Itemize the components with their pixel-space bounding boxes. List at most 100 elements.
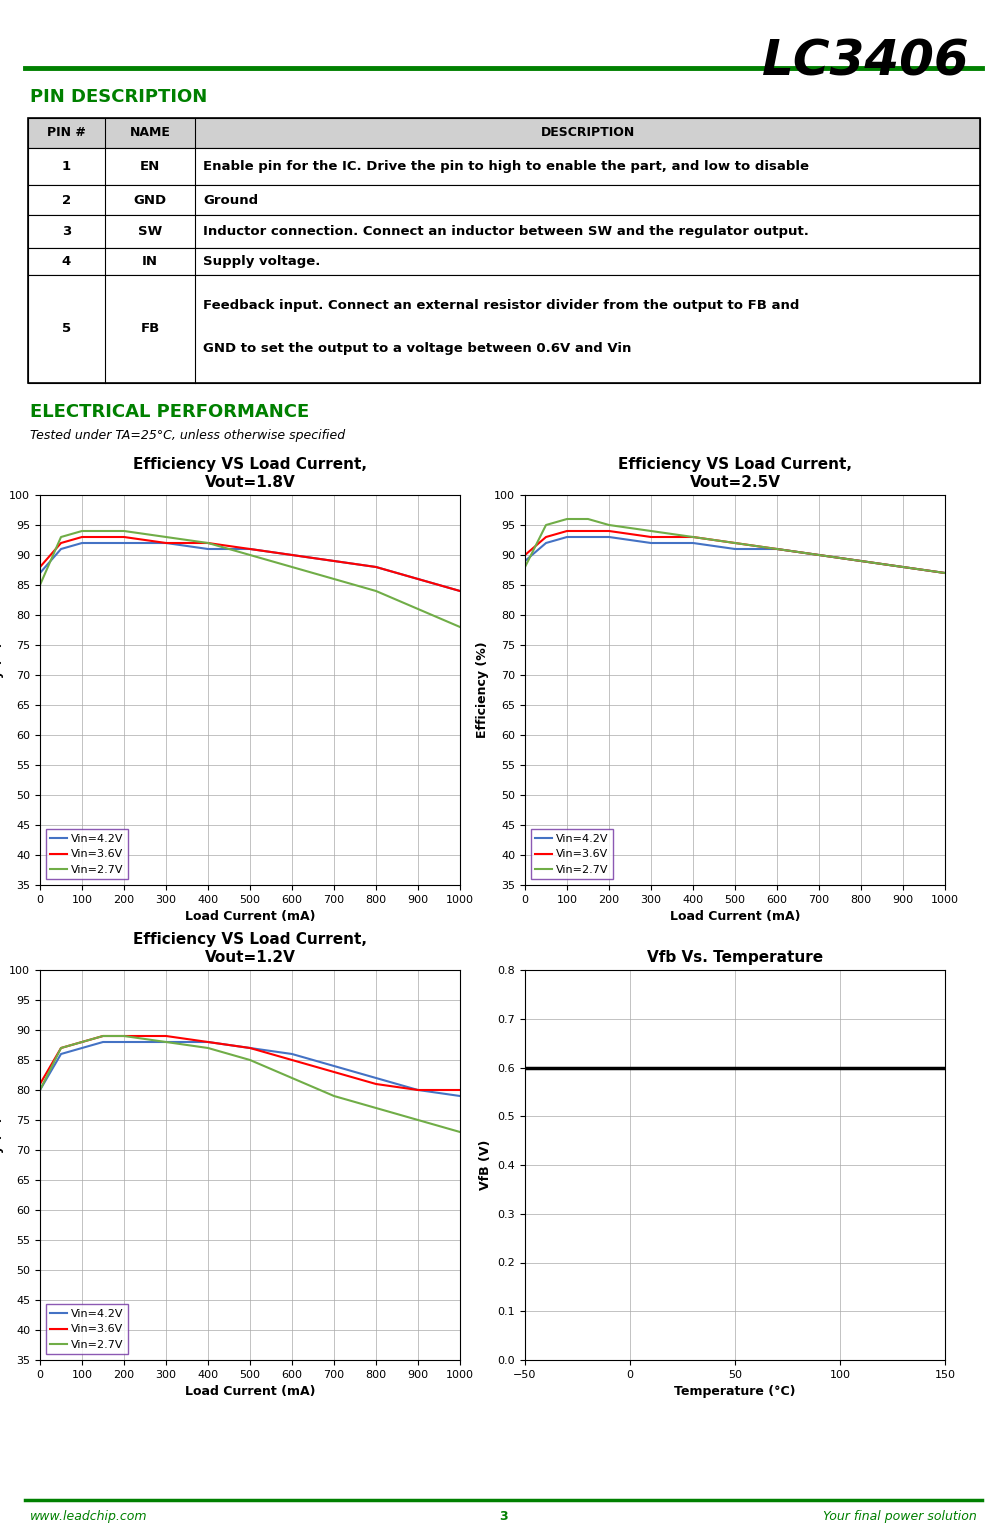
Line: Vin=4.2V: Vin=4.2V	[40, 1041, 460, 1097]
Vin=2.7V	[603, 516, 615, 535]
Vin=3.6V	[644, 528, 657, 547]
Vin=3.6V	[813, 545, 825, 564]
Vin=4.2V	[813, 545, 825, 564]
Text: NAME: NAME	[130, 126, 170, 140]
Vin=4.2V	[561, 528, 573, 547]
Vin=3.6V	[244, 539, 256, 558]
Text: DESCRIPTION: DESCRIPTION	[541, 126, 634, 140]
Vin=4.2V	[118, 1032, 130, 1051]
Vin=3.6V	[76, 528, 88, 547]
Legend: Vin=4.2V, Vin=3.6V, Vin=2.7V: Vin=4.2V, Vin=3.6V, Vin=2.7V	[45, 829, 128, 880]
Vin=3.6V	[202, 535, 214, 553]
Vin=3.6V	[97, 528, 109, 547]
Line: Vin=2.7V: Vin=2.7V	[40, 531, 460, 627]
Vin=3.6V	[370, 558, 382, 576]
Text: PIN #: PIN #	[47, 126, 86, 140]
Vin=4.2V	[454, 1087, 466, 1106]
Text: IN: IN	[142, 255, 158, 267]
Vin=4.2V	[687, 535, 699, 553]
Text: 1: 1	[62, 160, 71, 174]
Vin=3.6V	[687, 528, 699, 547]
Vin=2.7V	[370, 1098, 382, 1117]
Vin=2.7V	[729, 535, 741, 553]
Bar	[28, 118, 980, 147]
Vin=4.2V	[34, 1081, 46, 1100]
Text: 3: 3	[498, 1510, 508, 1524]
Vin=3.6V	[454, 1081, 466, 1100]
Vin=3.6V	[540, 528, 552, 547]
Legend: Vin=4.2V, Vin=3.6V, Vin=2.7V: Vin=4.2V, Vin=3.6V, Vin=2.7V	[531, 829, 613, 880]
Vin=2.7V	[97, 522, 109, 541]
Vin=2.7V	[286, 1069, 298, 1087]
X-axis label: Load Current (mA): Load Current (mA)	[184, 1385, 315, 1398]
Vin=4.2V	[897, 558, 909, 576]
Text: Enable pin for the IC. Drive the pin to high to enable the part, and low to disa: Enable pin for the IC. Drive the pin to …	[203, 160, 809, 174]
Vin=4.2V	[160, 535, 172, 553]
Vin=3.6V	[412, 570, 424, 588]
Vin=4.2V	[454, 582, 466, 601]
Vin=4.2V	[244, 1038, 256, 1057]
Vin=2.7V	[160, 528, 172, 547]
Text: 2: 2	[62, 194, 71, 206]
Bar	[28, 184, 980, 215]
Vin=2.7V	[771, 539, 783, 558]
Vin=2.7V	[412, 1111, 424, 1129]
Line: Vin=3.6V: Vin=3.6V	[40, 538, 460, 591]
Vin=4.2V	[370, 558, 382, 576]
Vin=4.2V	[644, 535, 657, 553]
Vin=4.2V	[55, 539, 67, 558]
Vin=2.7V	[813, 545, 825, 564]
Vin=4.2V	[771, 539, 783, 558]
Line: Vin=4.2V: Vin=4.2V	[40, 544, 460, 591]
Vin=2.7V	[55, 528, 67, 547]
Vin=3.6V	[55, 535, 67, 553]
Text: www.leadchip.com: www.leadchip.com	[30, 1510, 147, 1524]
Vin=3.6V	[286, 1051, 298, 1069]
Vin=2.7V	[644, 522, 657, 541]
Vin=2.7V	[412, 599, 424, 617]
Vin=4.2V	[328, 1057, 340, 1075]
Text: Supply voltage.: Supply voltage.	[203, 255, 320, 267]
Line: Vin=2.7V: Vin=2.7V	[525, 519, 945, 573]
Vin=2.7V	[540, 516, 552, 535]
Bar	[28, 275, 980, 382]
Text: Feedback input. Connect an external resistor divider from the output to FB and: Feedback input. Connect an external resi…	[203, 298, 800, 312]
Vin=4.2V	[939, 564, 951, 582]
Vin=3.6V	[771, 539, 783, 558]
Vin=3.6V	[202, 1032, 214, 1051]
Vin=4.2V	[97, 1032, 109, 1051]
Vin=4.2V	[34, 564, 46, 582]
Vin=3.6V	[286, 545, 298, 564]
Vin=2.7V	[97, 1026, 109, 1044]
Bar	[28, 247, 980, 275]
Vin=3.6V	[855, 551, 867, 570]
Vin=4.2V	[202, 539, 214, 558]
Vin=2.7V	[160, 1032, 172, 1051]
Vin=2.7V	[118, 522, 130, 541]
Vin=4.2V	[76, 1038, 88, 1057]
Text: LC3406: LC3406	[762, 38, 970, 86]
X-axis label: Temperature (°C): Temperature (°C)	[675, 1385, 796, 1398]
Vin=2.7V	[454, 1123, 466, 1141]
Vin=4.2V	[603, 528, 615, 547]
Y-axis label: Efficiency (%): Efficiency (%)	[0, 642, 4, 739]
Text: 5: 5	[62, 323, 71, 335]
Line: Vin=2.7V: Vin=2.7V	[40, 1035, 460, 1132]
Vin=3.6V	[519, 545, 531, 564]
Vin=4.2V	[55, 1044, 67, 1063]
Title: Efficiency VS Load Current,
Vout=2.5V: Efficiency VS Load Current, Vout=2.5V	[618, 458, 852, 490]
Vin=2.7V	[286, 558, 298, 576]
Vin=4.2V	[412, 570, 424, 588]
Y-axis label: Efficiency (%): Efficiency (%)	[0, 1117, 4, 1213]
Vin=4.2V	[855, 551, 867, 570]
Vin=4.2V	[519, 551, 531, 570]
Text: GND: GND	[134, 194, 166, 206]
Vin=3.6V	[118, 1026, 130, 1044]
Line: Vin=3.6V: Vin=3.6V	[525, 531, 945, 573]
Y-axis label: Efficiency (%): Efficiency (%)	[475, 642, 488, 739]
Text: SW: SW	[138, 224, 162, 238]
Y-axis label: VfB (V): VfB (V)	[479, 1140, 492, 1190]
Vin=4.2V	[286, 1044, 298, 1063]
Vin=4.2V	[729, 539, 741, 558]
Vin=4.2V	[286, 545, 298, 564]
